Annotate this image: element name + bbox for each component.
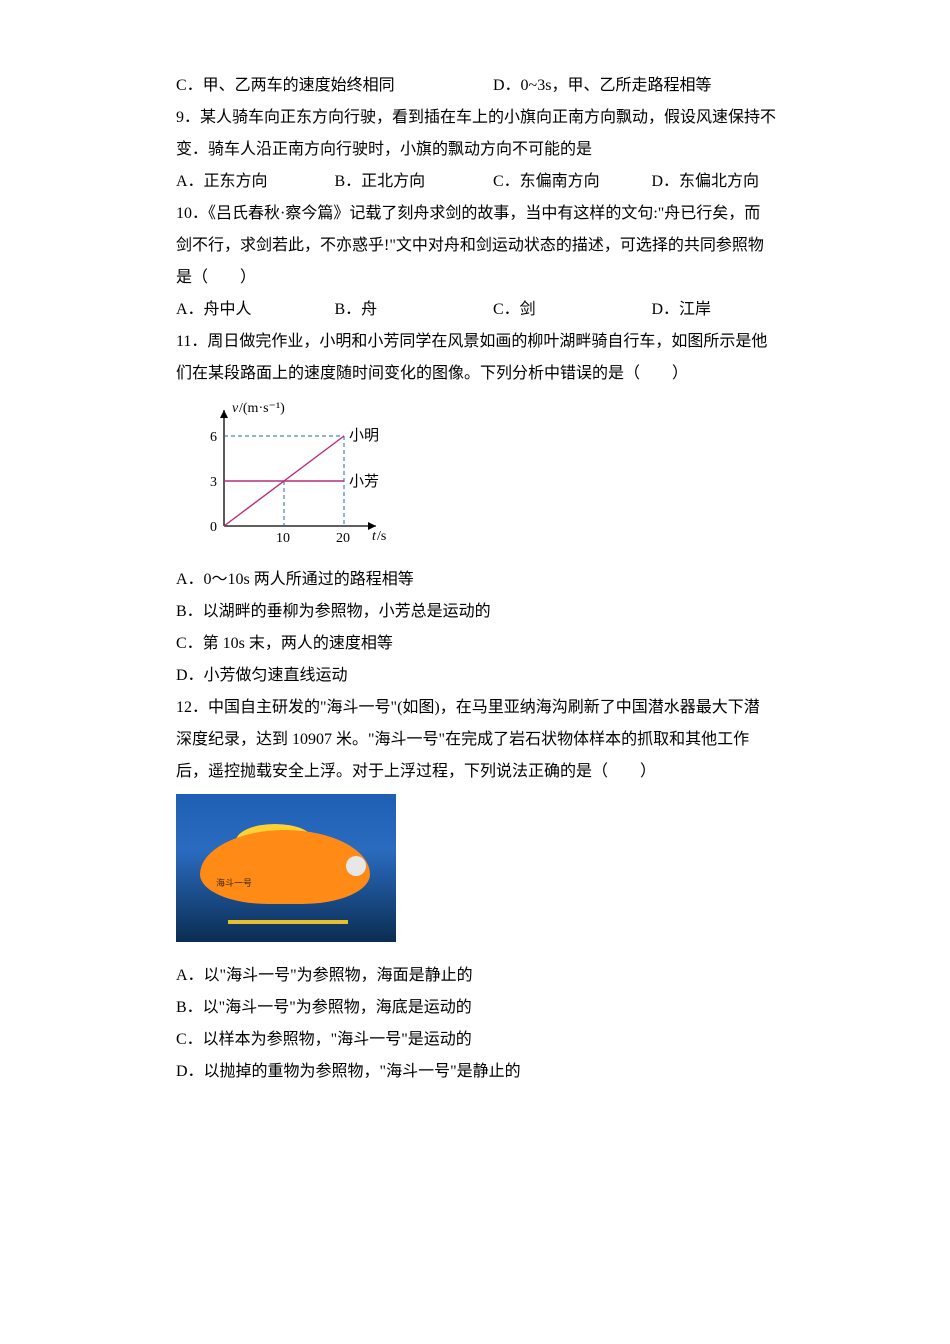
q12-option-c: C．以样本为参照物，"海斗一号"是运动的 (176, 1024, 810, 1056)
submarine-photo: 海斗一号 (176, 794, 810, 942)
y-axis-label: v (232, 401, 239, 416)
q10-option-d: D．江岸 (652, 294, 811, 326)
q12-option-b: B．以"海斗一号"为参照物，海底是运动的 (176, 992, 810, 1024)
q11-option-d: D．小芳做匀速直线运动 (176, 660, 810, 692)
submarine-caption: 海斗一号 (216, 874, 252, 892)
q12-stem-line2: 深度纪录，达到 10907 米。"海斗一号"在完成了岩石状物体样本的抓取和其他工… (176, 724, 810, 756)
q8-option-d: D．0~3s，甲、乙所走路程相等 (493, 70, 810, 102)
q9-stem-line2: 变．骑车人沿正南方向行驶时，小旗的飘动方向不可能的是 (176, 134, 810, 166)
label-xiaofang: 小芳 (349, 473, 379, 490)
q10-stem-line2: 剑不行，求剑若此，不亦惑乎!"文中对舟和剑运动状态的描述，可选择的共同参照物 (176, 230, 810, 262)
q12-stem-line1: 12．中国自主研发的"海斗一号"(如图)，在马里亚纳海沟刷新了中国潜水器最大下潜 (176, 692, 810, 724)
vt-graph: v /(m·s⁻¹) t /s 6 3 0 10 20 小明 小芳 (176, 398, 810, 560)
q12-option-a: A．以"海斗一号"为参照物，海面是静止的 (176, 960, 810, 992)
origin-0: 0 (210, 520, 217, 535)
q9-option-c: C．东偏南方向 (493, 166, 652, 198)
q11-stem-line2: 们在某段路面上的速度随时间变化的图像。下列分析中错误的是（ ） (176, 358, 810, 390)
q12-option-d: D．以抛掉的重物为参照物，"海斗一号"是静止的 (176, 1056, 810, 1088)
q11-option-a: A．0～10s 两人所通过的路程相等 (176, 564, 810, 596)
q10-option-a: A．舟中人 (176, 294, 335, 326)
q11-option-b: B．以湖畔的垂柳为参照物，小芳总是运动的 (176, 596, 810, 628)
q11-option-c: C．第 10s 末，两人的速度相等 (176, 628, 810, 660)
q8-option-c: C．甲、乙两车的速度始终相同 (176, 70, 493, 102)
q9-options: A．正东方向 B．正北方向 C．东偏南方向 D．东偏北方向 (176, 166, 810, 198)
label-xiaoming: 小明 (349, 427, 379, 444)
q9-option-d: D．东偏北方向 (652, 166, 811, 198)
xtick-20: 20 (336, 531, 350, 546)
ytick-6: 6 (210, 430, 217, 445)
q10-stem-line3: 是（ ） (176, 262, 810, 294)
q10-option-c: C．剑 (493, 294, 652, 326)
svg-text:/s: /s (377, 529, 386, 544)
q10-option-b: B．舟 (335, 294, 494, 326)
q10-options: A．舟中人 B．舟 C．剑 D．江岸 (176, 294, 810, 326)
ytick-3: 3 (210, 475, 217, 490)
svg-text:/(m·s⁻¹): /(m·s⁻¹) (239, 401, 285, 416)
q10-stem-line1: 10．《吕氏春秋·察今篇》记载了刻舟求剑的故事，当中有这样的文句:"舟已行矣，而 (176, 198, 810, 230)
exam-page: C．甲、乙两车的速度始终相同 D．0~3s，甲、乙所走路程相等 9．某人骑车向正… (0, 0, 950, 1344)
submarine-image-placeholder: 海斗一号 (176, 794, 396, 942)
q12-stem-line3: 后，遥控抛载安全上浮。对于上浮过程，下列说法正确的是（ ） (176, 756, 810, 788)
q9-stem-line1: 9．某人骑车向正东方向行驶，看到插在车上的小旗向正南方向飘动，假设风速保持不 (176, 102, 810, 134)
xtick-10: 10 (276, 531, 290, 546)
q9-option-b: B．正北方向 (335, 166, 494, 198)
q9-option-a: A．正东方向 (176, 166, 335, 198)
q11-stem-line1: 11．周日做完作业，小明和小芳同学在风景如画的柳叶湖畔骑自行车，如图所示是他 (176, 326, 810, 358)
q8-options-row: C．甲、乙两车的速度始终相同 D．0~3s，甲、乙所走路程相等 (176, 70, 810, 102)
